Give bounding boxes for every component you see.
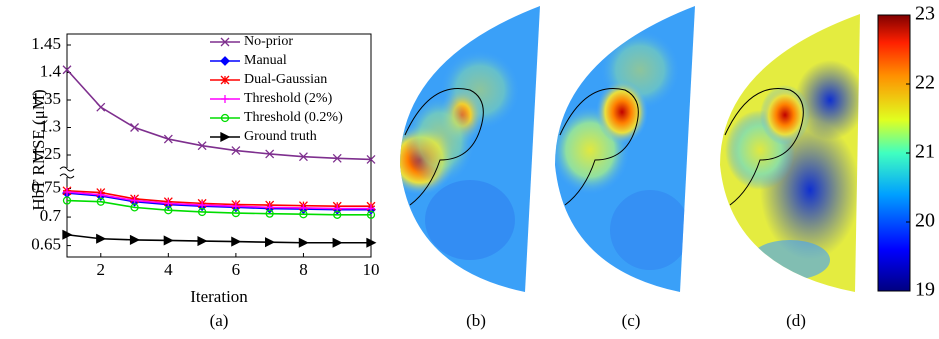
legend-marker (221, 133, 229, 141)
y-tick-label: 1.45 (31, 34, 61, 53)
y-tick-label: 1.3 (40, 116, 61, 135)
panel-label: (d) (786, 311, 806, 330)
marker (131, 124, 139, 132)
marker (232, 238, 240, 246)
colorbar-tick-label: 21 (915, 141, 935, 163)
figure: HbT RMSE (μM) Iteration (a) (b) (c) (d) … (0, 0, 939, 334)
x-tick-label: 8 (299, 260, 308, 279)
marker (164, 236, 172, 244)
marker (333, 239, 341, 247)
marker (131, 236, 139, 244)
y-tick-label: 1.25 (31, 144, 61, 163)
colorbar-tick-label: 23 (915, 3, 935, 25)
image-c (545, 0, 705, 300)
colorbar-tick-label: 20 (915, 210, 935, 232)
marker (266, 238, 274, 246)
y-tick-label: 0.75 (31, 177, 61, 196)
marker (299, 239, 307, 247)
legend-label: Ground truth (244, 129, 317, 144)
legend-marker (221, 76, 229, 84)
y-tick-label: 1.4 (40, 61, 62, 80)
x-tick-label: 10 (363, 260, 380, 279)
panel-label: (a) (210, 311, 229, 330)
marker (97, 103, 105, 111)
series-line (67, 235, 371, 243)
y-tick-label: 0.65 (31, 234, 61, 253)
x-tick-label: 6 (232, 260, 241, 279)
x-tick-label: 2 (97, 260, 106, 279)
marker (97, 235, 105, 243)
axes-frame (67, 34, 371, 257)
legend-label: Dual-Gaussian (244, 72, 327, 87)
legend-label: Threshold (2%) (244, 91, 333, 106)
legend-label: No-prior (244, 34, 293, 49)
panel-label: (b) (466, 311, 486, 330)
legend-marker (221, 95, 229, 103)
y-tick-label: 0.7 (40, 206, 62, 225)
panel-label: (c) (622, 311, 641, 330)
marker (198, 237, 206, 245)
image-d (710, 0, 870, 300)
legend-label: Threshold (0.2%) (244, 110, 343, 125)
colorbar-tick-label: 22 (915, 72, 935, 94)
colorbar-tick-label: 19 (915, 279, 935, 301)
legend-marker (221, 57, 229, 65)
series-line (67, 193, 371, 210)
colorbar (878, 15, 910, 291)
legend-label: Manual (244, 53, 287, 68)
x-axis-label: Iteration (190, 287, 248, 306)
y-tick-label: 1.35 (31, 89, 61, 108)
x-tick-label: 4 (164, 260, 173, 279)
